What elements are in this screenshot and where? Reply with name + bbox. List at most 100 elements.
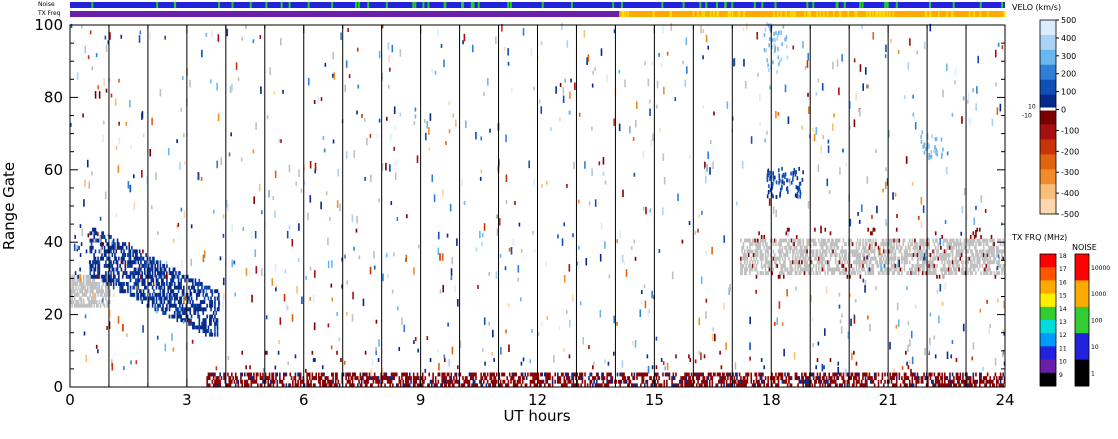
scatter-cell bbox=[993, 260, 995, 264]
scatter-cell bbox=[850, 239, 852, 243]
scatter-cell bbox=[772, 38, 774, 42]
scatter-cell bbox=[917, 50, 919, 54]
scatter-cell bbox=[213, 376, 215, 380]
scatter-cell bbox=[837, 246, 839, 250]
scatter-cell bbox=[979, 264, 981, 268]
scatter-cell bbox=[85, 355, 87, 363]
scatter-cell bbox=[686, 37, 688, 45]
scatter-cell bbox=[613, 352, 615, 356]
scatter-cell bbox=[445, 376, 447, 380]
scatter-cell bbox=[145, 297, 147, 301]
scatter-cell bbox=[386, 254, 388, 258]
scatter-cell bbox=[613, 118, 615, 126]
scatter-cell bbox=[823, 376, 825, 380]
scatter-cell bbox=[74, 235, 76, 239]
scatter-cell bbox=[602, 373, 604, 377]
scatter-cell bbox=[886, 257, 888, 261]
scatter-cell bbox=[917, 253, 919, 257]
scatter-cell bbox=[901, 253, 903, 257]
scatter-cell bbox=[899, 376, 901, 380]
scatter-cell bbox=[361, 114, 363, 118]
scatter-cell bbox=[835, 260, 837, 264]
scatter-cell bbox=[773, 174, 775, 178]
scatter-cell bbox=[763, 365, 765, 369]
scatter-cell bbox=[216, 83, 218, 91]
scatter-cell bbox=[231, 84, 233, 92]
scatter-cell bbox=[606, 376, 608, 380]
scatter-cell bbox=[374, 266, 376, 270]
scatter-cell bbox=[181, 208, 183, 212]
scatter-cell bbox=[152, 275, 154, 279]
scatter-cell bbox=[885, 219, 887, 227]
scatter-cell bbox=[893, 242, 895, 246]
scatter-cell bbox=[134, 202, 136, 210]
scatter-cell bbox=[865, 376, 867, 380]
txfreq-bar-fleck bbox=[926, 11, 928, 17]
scatter-cell bbox=[950, 354, 952, 358]
scatter-cell bbox=[443, 355, 445, 359]
scatter-cell bbox=[708, 376, 710, 380]
scatter-cell bbox=[278, 351, 280, 355]
noise-bar-fleck bbox=[218, 2, 220, 8]
scatter-cell bbox=[958, 268, 960, 272]
scatter-cell bbox=[672, 272, 674, 280]
scatter-cell bbox=[123, 271, 125, 275]
scatter-cell bbox=[962, 260, 964, 264]
scatter-cell bbox=[593, 380, 595, 384]
scatter-cell bbox=[139, 35, 141, 43]
scatter-cell bbox=[143, 257, 145, 261]
scatter-cell bbox=[961, 246, 963, 250]
scatter-cell bbox=[845, 242, 847, 246]
scatter-cell bbox=[245, 365, 247, 369]
scatter-cell bbox=[980, 373, 982, 377]
scatter-cell bbox=[902, 242, 904, 246]
scatter-cell bbox=[768, 169, 770, 173]
scatter-cell bbox=[787, 253, 789, 257]
scatter-cell bbox=[417, 349, 419, 353]
scatter-cell bbox=[776, 37, 778, 41]
scatter-cell bbox=[495, 37, 497, 45]
scatter-cell bbox=[813, 264, 815, 268]
scatter-cell bbox=[721, 365, 723, 369]
scatter-cell bbox=[712, 327, 714, 331]
scatter-cell bbox=[305, 276, 307, 280]
velocity-legend: VELO (km/s) 5004003002001000-100-200-300… bbox=[1012, 3, 1079, 219]
scatter-cell bbox=[80, 274, 82, 282]
velocity-tick-label: -100 bbox=[1061, 126, 1079, 135]
scatter-cell bbox=[740, 239, 742, 243]
scatter-cell bbox=[89, 293, 91, 297]
scatter-cell bbox=[477, 285, 479, 289]
scatter-cell bbox=[871, 242, 873, 246]
scatter-cell bbox=[245, 25, 247, 29]
scatter-cell bbox=[930, 268, 932, 272]
txfreq-bar-fleck bbox=[969, 11, 971, 17]
noise-bar-fleck bbox=[355, 2, 357, 8]
scatter-cell bbox=[73, 300, 75, 304]
scatter-cell bbox=[253, 373, 255, 377]
scatter-cell bbox=[815, 380, 817, 384]
scatter-cell bbox=[373, 251, 375, 259]
scatter-cell bbox=[93, 304, 95, 308]
scatter-cell bbox=[856, 268, 858, 272]
scatter-cell bbox=[364, 118, 366, 122]
scatter-cell bbox=[157, 264, 159, 268]
scatter-cell bbox=[315, 376, 317, 380]
scatter-cell bbox=[497, 228, 499, 236]
scatter-cell bbox=[841, 253, 843, 257]
scatter-cell bbox=[636, 101, 638, 109]
scatter-cell bbox=[985, 209, 987, 213]
scatter-cell bbox=[105, 239, 107, 243]
scatter-cell bbox=[826, 376, 828, 380]
scatter-cell bbox=[1003, 301, 1005, 309]
scatter-cell bbox=[190, 319, 192, 323]
scatter-cell bbox=[986, 376, 988, 380]
scatter-cell bbox=[103, 121, 105, 125]
scatter-cell bbox=[123, 366, 125, 370]
scatter-cell bbox=[635, 257, 637, 261]
scatter-cell bbox=[891, 268, 893, 272]
scatter-cell bbox=[269, 373, 271, 377]
scatter-cell bbox=[199, 322, 201, 326]
scatter-cell bbox=[136, 253, 138, 257]
scatter-cell bbox=[83, 199, 85, 207]
scatter-cell bbox=[83, 278, 85, 282]
